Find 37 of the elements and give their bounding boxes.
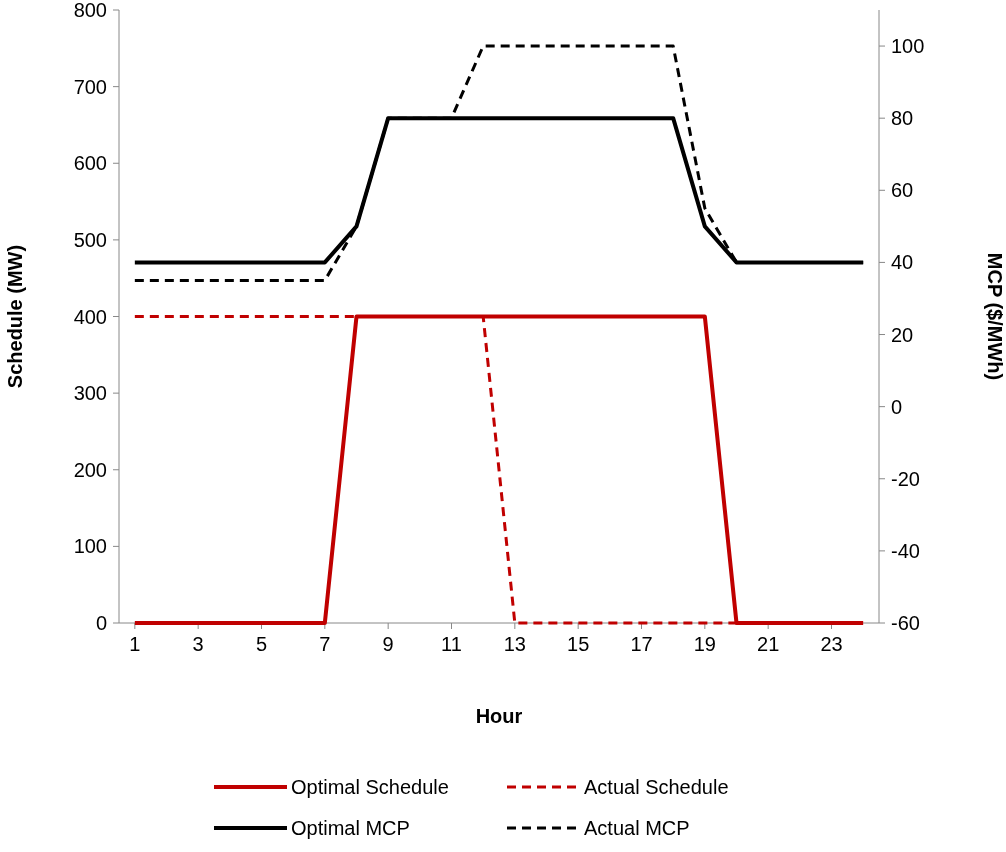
y-tick-label: 0 bbox=[95, 612, 107, 634]
x-tick-label: 9 bbox=[382, 633, 394, 655]
y-tick-label: 700 bbox=[73, 75, 107, 98]
x-tick-label: 1 bbox=[129, 633, 141, 655]
x-tick-label: 17 bbox=[630, 633, 653, 655]
legend-label: Optimal Schedule bbox=[291, 776, 449, 798]
y-tick-label: 600 bbox=[73, 152, 107, 175]
y2-axis-title: MCP ($/MWh) bbox=[984, 252, 1006, 381]
x-tick-label: 11 bbox=[441, 633, 462, 655]
x-tick-label: 13 bbox=[503, 633, 526, 655]
y-tick-label: 500 bbox=[73, 228, 107, 251]
y-tick-label: 200 bbox=[73, 458, 107, 481]
y2-tick-label: 0 bbox=[891, 395, 903, 418]
x-tick-label: 15 bbox=[567, 633, 590, 655]
y2-tick-label: 80 bbox=[891, 107, 914, 130]
y2-tick-label: 40 bbox=[891, 251, 914, 274]
x-tick-label: 23 bbox=[820, 633, 843, 655]
y-axis-title: Schedule (MW) bbox=[4, 244, 26, 389]
y-tick-label: 100 bbox=[73, 535, 107, 558]
legend-label: Actual Schedule bbox=[584, 776, 729, 798]
x-tick-label: 5 bbox=[255, 633, 268, 655]
y2-tick-label: -20 bbox=[891, 467, 920, 490]
x-tick-label: 19 bbox=[693, 633, 716, 655]
legend-label: Optimal MCP bbox=[291, 817, 410, 839]
y2-tick-label: -40 bbox=[891, 539, 920, 562]
y2-tick-label: 100 bbox=[891, 35, 925, 58]
x-tick-label: 7 bbox=[319, 633, 331, 655]
x-tick-label: 3 bbox=[192, 633, 204, 655]
x-axis-title: Hour bbox=[475, 705, 523, 727]
x-tick-label: 21 bbox=[757, 633, 780, 655]
y2-tick-label: 60 bbox=[891, 179, 914, 202]
y-tick-label: 800 bbox=[73, 0, 107, 21]
y2-tick-label: 20 bbox=[891, 323, 914, 346]
y-tick-label: 300 bbox=[73, 382, 107, 405]
legend-label: Actual MCP bbox=[584, 817, 690, 839]
y2-tick-label: -60 bbox=[891, 612, 920, 634]
y-tick-label: 400 bbox=[73, 305, 107, 328]
